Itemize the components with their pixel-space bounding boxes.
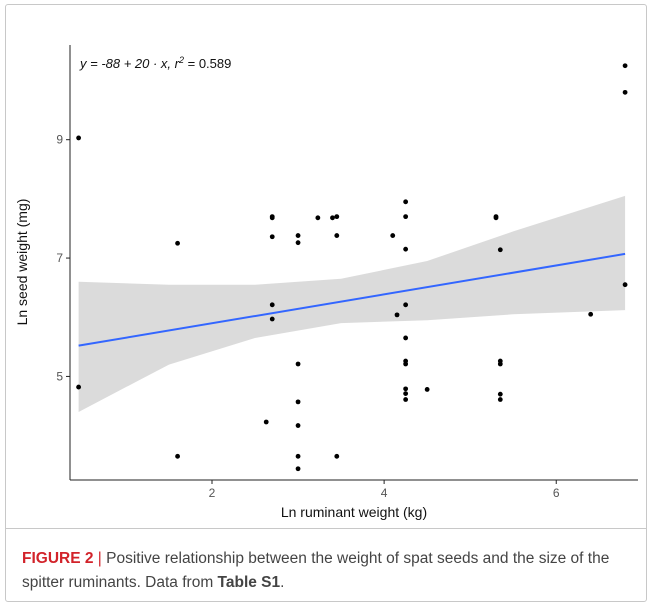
data-point (175, 240, 180, 246)
data-point (497, 361, 503, 367)
data-point (76, 384, 82, 390)
data-point (76, 135, 82, 141)
data-point (403, 246, 409, 252)
fit-line (78, 252, 626, 347)
axis-ticks: 2 4 6 5 7 9 (56, 133, 560, 500)
data-point (497, 247, 503, 253)
data-point (403, 391, 409, 396)
data-point (295, 233, 301, 238)
data-point (403, 335, 409, 341)
data-points (76, 63, 628, 472)
data-point (269, 302, 275, 308)
data-point (403, 199, 409, 205)
y-tick-label: 7 (56, 251, 63, 265)
data-point (269, 215, 275, 221)
data-point (175, 453, 180, 459)
data-point (497, 391, 503, 397)
data-point (493, 215, 499, 221)
data-point (588, 311, 594, 317)
caption-text: Positive relationship between the weight… (22, 550, 610, 591)
data-point (334, 214, 340, 220)
data-point (269, 316, 275, 322)
data-point (394, 312, 400, 318)
data-point (390, 233, 396, 238)
data-point (622, 89, 628, 95)
figure-caption: FIGURE 2 | Positive relationship between… (22, 547, 632, 595)
data-point (424, 387, 430, 392)
x-axis-label: Ln ruminant weight (kg) (281, 504, 427, 520)
data-point (403, 361, 409, 367)
regression-equation: y = -88 + 20 · x, r2 = 0.589 (79, 55, 231, 71)
figure-label: FIGURE 2 (22, 550, 94, 567)
caption-divider (5, 528, 647, 529)
data-point (403, 386, 409, 392)
data-point (403, 397, 409, 402)
regression-line (78, 252, 626, 347)
y-tick-label: 9 (56, 133, 63, 147)
x-tick-label: 2 (209, 486, 216, 500)
data-point (269, 234, 275, 240)
data-point (263, 419, 269, 425)
data-point (622, 63, 628, 69)
caption-end: . (280, 574, 285, 591)
data-point (334, 233, 340, 238)
data-point (295, 240, 301, 246)
caption-separator: | (97, 550, 102, 567)
data-point (334, 453, 340, 459)
confidence-band-area (78, 195, 626, 412)
x-tick-label: 4 (381, 486, 388, 500)
y-axis-label: Ln seed weight (mg) (14, 199, 30, 326)
data-point (295, 399, 301, 405)
x-tick-label: 6 (553, 486, 560, 500)
data-point (315, 215, 321, 221)
data-point (295, 423, 301, 428)
data-point (295, 361, 301, 367)
data-point (403, 214, 409, 220)
y-tick-label: 5 (56, 369, 63, 383)
table-reference: Table S1 (217, 574, 281, 591)
data-point (497, 397, 503, 402)
data-point (295, 466, 301, 472)
data-point (403, 302, 409, 308)
scatter-plot: 2 4 6 5 7 9 y = -88 + 20 · x, r2 = 0.589 Ln r… (14, 45, 638, 520)
data-point (622, 282, 628, 288)
confidence-band (78, 195, 626, 412)
data-point (330, 215, 335, 221)
data-point (295, 453, 301, 459)
